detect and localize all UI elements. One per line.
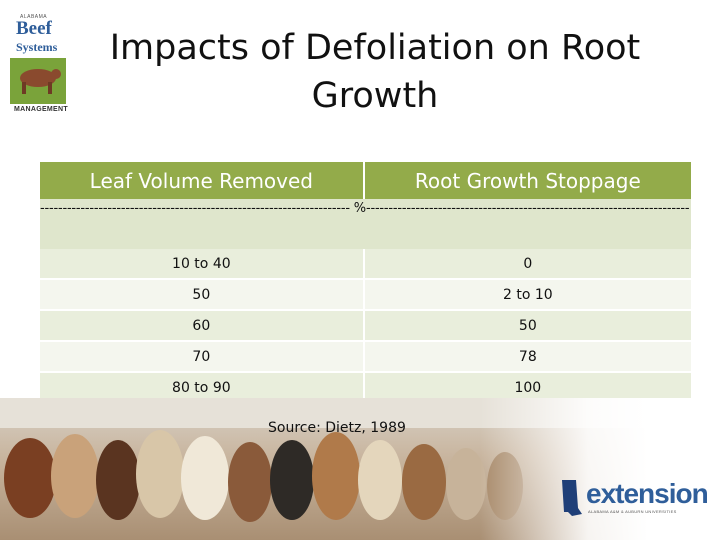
root-stoppage-cell: 50 bbox=[363, 310, 691, 342]
root-stoppage-cell: 78 bbox=[363, 341, 691, 373]
extension-tagline: ALABAMA A&M & AUBURN UNIVERSITIES bbox=[588, 509, 677, 514]
extension-logo: extension ALABAMA A&M & AUBURN UNIVERSIT… bbox=[558, 478, 709, 518]
root-stoppage-cell: 2 to 10 bbox=[363, 279, 691, 311]
table-row: 50 2 to 10 bbox=[40, 279, 691, 311]
table-header-row: Leaf Volume Removed Root Growth Stoppage bbox=[40, 162, 691, 199]
photo-fade bbox=[480, 398, 720, 540]
root-stoppage-cell: 0 bbox=[363, 249, 691, 280]
cattle-photo bbox=[0, 398, 720, 540]
defoliation-table: Leaf Volume Removed Root Growth Stoppage… bbox=[40, 162, 691, 404]
leaf-volume-cell: 10 to 40 bbox=[40, 249, 365, 280]
cow-icon bbox=[10, 58, 66, 104]
leaf-volume-cell: 70 bbox=[40, 341, 365, 373]
header-leaf-volume: Leaf Volume Removed bbox=[40, 162, 365, 199]
unit-text: ----------------------------------------… bbox=[40, 199, 691, 249]
unit-row: ----------------------------------------… bbox=[40, 199, 691, 249]
logo-systems-text: Systems bbox=[16, 40, 58, 54]
table-row: 10 to 40 0 bbox=[40, 249, 691, 280]
table-row: 70 78 bbox=[40, 341, 691, 373]
logo-alabama-text: ALABAMA bbox=[20, 14, 48, 20]
leaf-volume-cell: 50 bbox=[40, 279, 365, 311]
logo-beef-text: Beef bbox=[16, 18, 52, 39]
extension-wordmark: extension bbox=[586, 478, 709, 509]
beef-systems-logo: ALABAMA Beef Systems MANAGEMENT bbox=[6, 14, 68, 114]
logo-management-text: MANAGEMENT bbox=[14, 106, 68, 113]
header-root-growth: Root Growth Stoppage bbox=[363, 162, 691, 199]
alabama-state-icon bbox=[562, 480, 582, 516]
leaf-volume-cell: 60 bbox=[40, 310, 365, 342]
slide-title: Impacts of Defoliation on Root Growth bbox=[109, 28, 641, 116]
source-citation: Source: Dietz, 1989 bbox=[268, 420, 406, 436]
table-row: 60 50 bbox=[40, 310, 691, 342]
